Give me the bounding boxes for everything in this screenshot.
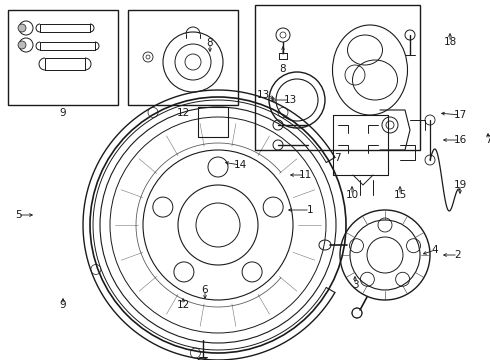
Circle shape bbox=[18, 41, 26, 49]
Text: 12: 12 bbox=[176, 108, 190, 118]
Text: 15: 15 bbox=[393, 190, 407, 200]
Text: 8: 8 bbox=[280, 64, 286, 74]
Bar bbox=[8, 10, 118, 105]
Text: 9: 9 bbox=[60, 108, 66, 118]
Text: 6: 6 bbox=[202, 285, 208, 295]
Bar bbox=[128, 10, 238, 105]
Text: 12: 12 bbox=[176, 300, 190, 310]
Bar bbox=[255, 5, 420, 150]
Text: 17: 17 bbox=[453, 110, 466, 120]
Text: 2: 2 bbox=[455, 250, 461, 260]
Text: 13: 13 bbox=[256, 90, 270, 100]
Text: 7: 7 bbox=[485, 135, 490, 145]
Text: 3: 3 bbox=[352, 280, 358, 290]
Text: 1: 1 bbox=[307, 205, 313, 215]
Text: 18: 18 bbox=[443, 37, 457, 47]
Text: 5: 5 bbox=[15, 210, 21, 220]
Text: 9: 9 bbox=[60, 300, 66, 310]
Text: 11: 11 bbox=[298, 170, 312, 180]
Text: 7: 7 bbox=[334, 153, 341, 163]
Text: 13: 13 bbox=[283, 95, 296, 105]
Text: 8: 8 bbox=[207, 38, 213, 48]
Text: 14: 14 bbox=[233, 160, 246, 170]
Text: 4: 4 bbox=[432, 245, 439, 255]
Text: 10: 10 bbox=[345, 190, 359, 200]
Text: 16: 16 bbox=[453, 135, 466, 145]
Text: 19: 19 bbox=[453, 180, 466, 190]
Circle shape bbox=[18, 24, 26, 32]
